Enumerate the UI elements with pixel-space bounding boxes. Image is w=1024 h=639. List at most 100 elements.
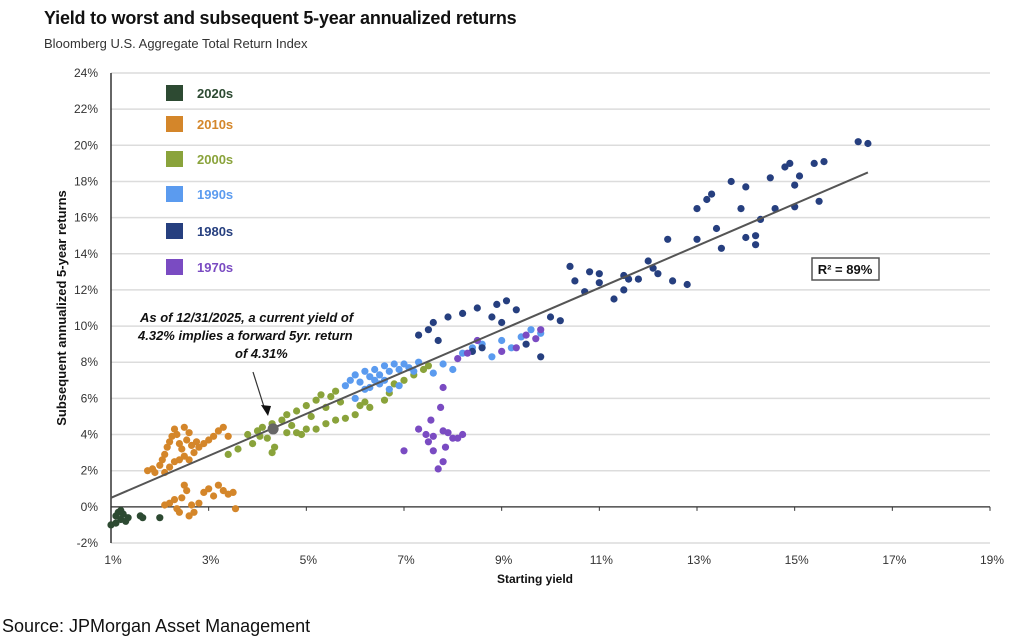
data-point-2010s — [170, 425, 179, 433]
x-tick-label: 17% — [882, 553, 906, 567]
data-point-1980s — [669, 277, 677, 285]
data-point-1980s — [610, 295, 618, 303]
data-point-1970s — [427, 416, 435, 424]
data-point-1980s — [752, 232, 760, 240]
data-point-2000s — [400, 376, 408, 384]
y-tick-label: 20% — [74, 138, 98, 152]
data-point-1980s — [415, 331, 423, 339]
data-point-2020s — [117, 506, 125, 515]
legend-swatch-2000s — [166, 151, 183, 167]
data-point-2020s — [139, 514, 147, 522]
data-point-1980s — [752, 241, 760, 249]
data-point-1980s — [712, 224, 721, 233]
data-point-1990s — [380, 362, 389, 370]
y-tick-label: 14% — [74, 247, 98, 261]
y-tick-label: 16% — [74, 211, 98, 225]
data-point-1990s — [400, 360, 408, 368]
data-point-1990s — [429, 369, 437, 377]
data-point-2010s — [178, 494, 186, 502]
data-point-1970s — [415, 425, 423, 433]
data-point-2000s — [283, 411, 291, 419]
x-tick-label: 9% — [495, 553, 513, 567]
data-point-2000s — [293, 407, 301, 415]
legend-label-1980s: 1980s — [197, 224, 233, 239]
data-point-1970s — [537, 326, 545, 334]
data-point-1980s — [566, 262, 574, 270]
data-point-2020s — [156, 514, 164, 522]
annotation-arrow — [252, 371, 266, 411]
data-point-1980s — [459, 309, 467, 317]
data-point-1970s — [422, 430, 430, 439]
data-point-1990s — [341, 382, 349, 390]
data-point-2000s — [317, 391, 325, 399]
data-point-1970s — [439, 427, 447, 435]
data-point-2010s — [166, 463, 174, 471]
data-point-2010s — [190, 449, 198, 457]
legend-label-2020s: 2020s — [197, 86, 233, 101]
data-point-1980s — [815, 197, 823, 205]
data-point-1980s — [742, 183, 750, 191]
data-point-2010s — [180, 423, 188, 431]
x-tick-label: 7% — [397, 553, 415, 567]
y-tick-label: 10% — [74, 319, 98, 333]
data-point-1990s — [376, 371, 384, 379]
data-point-1980s — [537, 353, 545, 361]
data-point-2000s — [327, 393, 335, 401]
data-point-1980s — [512, 306, 520, 314]
data-point-1970s — [512, 344, 520, 352]
y-tick-label: 18% — [74, 174, 98, 188]
data-point-2000s — [307, 412, 315, 421]
legend-swatch-2010s — [166, 116, 183, 132]
data-point-1980s — [502, 297, 511, 305]
data-point-1990s — [439, 360, 447, 368]
x-tick-label: 19% — [980, 553, 1004, 567]
data-point-2010s — [161, 450, 169, 458]
data-point-1980s — [556, 317, 564, 325]
data-point-1970s — [429, 447, 437, 455]
data-point-1980s — [795, 172, 804, 180]
data-point-1980s — [571, 277, 579, 285]
data-point-1990s — [385, 367, 393, 375]
data-point-1990s — [395, 365, 403, 374]
data-point-2000s — [258, 423, 266, 431]
data-point-2010s — [170, 496, 179, 504]
y-tick-label: 6% — [81, 391, 99, 405]
data-point-1990s — [351, 371, 359, 379]
legend-swatch-1980s — [166, 223, 183, 239]
data-point-1980s — [429, 318, 437, 327]
data-point-2000s — [224, 450, 232, 458]
data-point-2010s — [180, 481, 188, 489]
legend-swatch-2020s — [166, 85, 183, 101]
data-point-1980s — [864, 139, 872, 148]
data-point-1980s — [522, 340, 530, 348]
data-point-2000s — [283, 429, 291, 437]
x-tick-label: 13% — [687, 553, 711, 567]
data-point-1980s — [424, 326, 432, 334]
r-squared-label: R² = 89% — [818, 262, 873, 277]
data-point-2010s — [175, 508, 183, 516]
data-point-1980s — [708, 190, 716, 198]
data-point-1990s — [395, 382, 403, 390]
data-point-1980s — [493, 300, 501, 308]
data-point-2010s — [219, 423, 227, 431]
data-point-1970s — [439, 458, 447, 466]
data-point-2010s — [163, 443, 171, 451]
data-point-1970s — [498, 347, 506, 355]
data-point-2020s — [124, 514, 132, 522]
data-point-1970s — [522, 331, 530, 339]
data-point-1990s — [351, 394, 359, 402]
data-point-1990s — [361, 367, 369, 375]
data-point-1980s — [854, 138, 862, 146]
data-point-2010s — [185, 429, 193, 437]
data-point-2000s — [424, 362, 432, 370]
data-point-2010s — [185, 456, 193, 464]
chart-subtitle: Bloomberg U.S. Aggregate Total Return In… — [44, 36, 308, 51]
data-point-1980s — [595, 270, 603, 278]
data-point-1980s — [766, 174, 774, 182]
data-point-1970s — [424, 438, 432, 446]
data-point-2010s — [229, 488, 237, 496]
x-tick-label: 15% — [785, 553, 809, 567]
x-tick-label: 1% — [104, 553, 122, 567]
data-point-1980s — [644, 257, 652, 265]
x-tick-label: 3% — [202, 553, 220, 567]
